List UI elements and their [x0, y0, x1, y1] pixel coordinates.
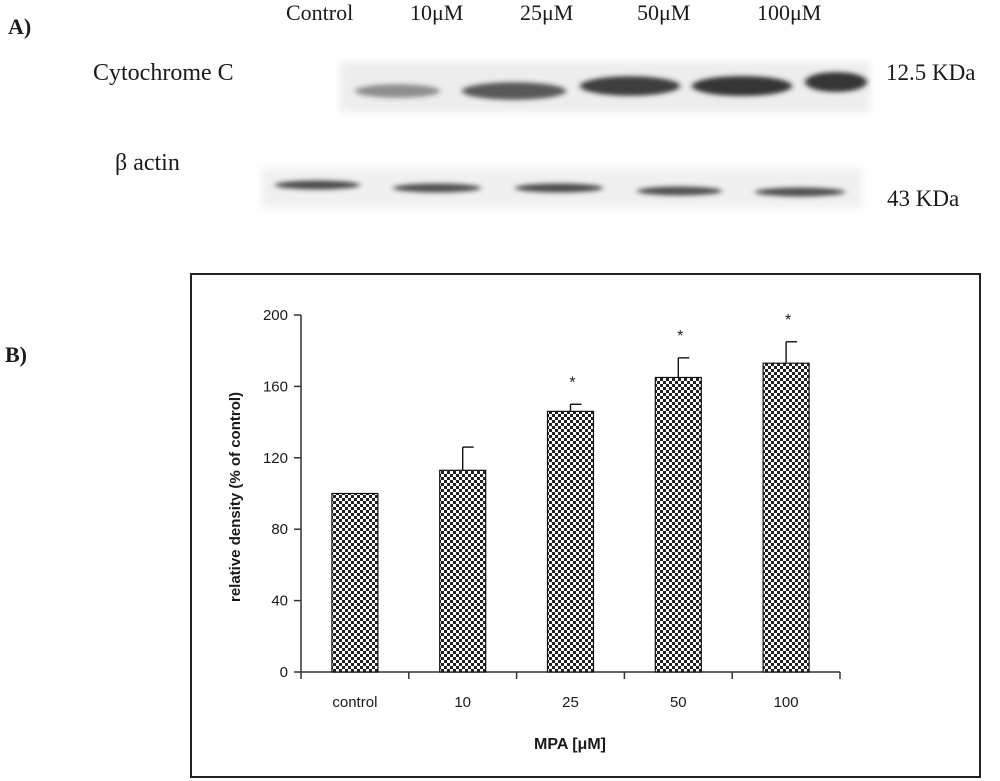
- lane-label-25um: 25μM: [520, 0, 574, 25]
- cytochrome-c-band: [805, 72, 867, 92]
- x-tick-label: 25: [562, 694, 579, 711]
- bar: [439, 469, 487, 673]
- lane-label-10um: 10μM: [410, 0, 464, 25]
- significance-marker: *: [569, 374, 575, 391]
- y-tick-label: 120: [263, 450, 288, 467]
- lane-label-50um: 50μM: [637, 0, 691, 25]
- significance-marker: *: [677, 328, 683, 345]
- cytochrome-c-size: 12.5 KDa: [886, 60, 976, 85]
- cytochrome-c-band: [692, 76, 792, 96]
- bar: [762, 362, 810, 673]
- y-tick-label: 160: [263, 378, 288, 395]
- beta-actin-band: [755, 187, 845, 197]
- y-tick-label: 0: [280, 664, 288, 681]
- x-tick-label: 10: [454, 694, 471, 711]
- beta-actin-band: [393, 183, 481, 193]
- x-tick-label: 100: [774, 694, 799, 711]
- significance-marker: *: [785, 312, 791, 329]
- cytochrome-c-band: [355, 84, 440, 98]
- y-tick-label: 80: [271, 521, 288, 538]
- cytochrome-c-band: [580, 76, 680, 96]
- y-tick-label: 200: [263, 307, 288, 324]
- y-tick-label: 40: [271, 593, 288, 610]
- lane-label-control: Control: [286, 0, 354, 25]
- panel-b-label: B): [5, 342, 27, 367]
- chart-frame: [190, 273, 981, 778]
- x-tick-label: control: [332, 694, 377, 711]
- beta-actin-size: 43 KDa: [887, 186, 960, 211]
- beta-actin-band: [275, 180, 360, 190]
- lane-label-100um: 100μM: [757, 0, 822, 25]
- x-axis-title: MPA [μM]: [534, 736, 606, 753]
- bar: [654, 376, 702, 673]
- y-axis-title: relative density (% of control): [227, 392, 244, 602]
- bar: [546, 410, 595, 673]
- western-blot-image: [262, 62, 870, 208]
- bar: [331, 492, 379, 673]
- x-tick-label: 50: [670, 694, 687, 711]
- beta-actin-band: [515, 183, 603, 193]
- cytochrome-c-band: [462, 82, 566, 100]
- panel-a-label: A): [8, 14, 32, 39]
- beta-actin-band: [637, 186, 722, 196]
- cytochrome-c-label: Cytochrome C: [93, 60, 234, 86]
- beta-actin-label: β actin: [115, 150, 180, 176]
